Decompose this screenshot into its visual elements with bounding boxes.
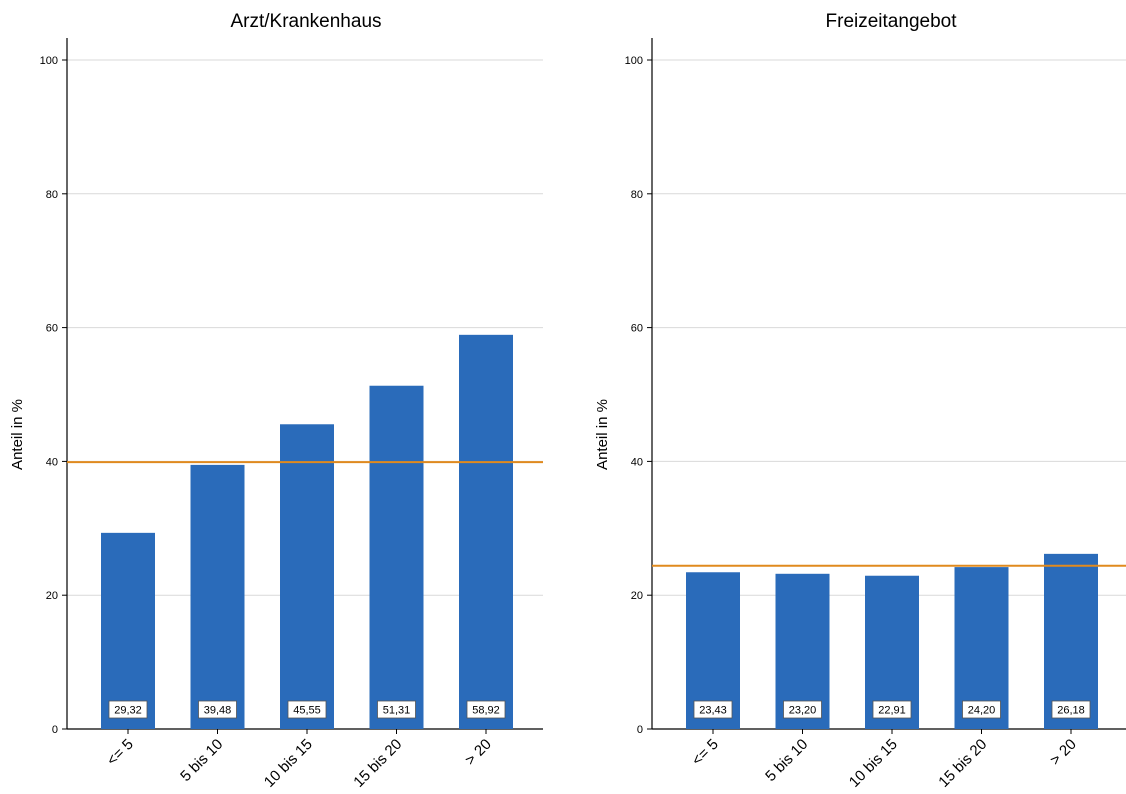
chart-panel-2: Freizeitangebot Anteil in % 0 20 40 60 80 100 23… (594, 11, 1126, 791)
y-tick-label: 60 (631, 323, 643, 335)
y-tick-label: 40 (631, 456, 643, 468)
y-tick-label: 40 (46, 456, 58, 468)
x-tick-label: 10 bis 15 (261, 736, 316, 789)
y-tick-label: 100 (625, 55, 643, 67)
y-tick-label: 100 (40, 55, 58, 67)
data-label-box (962, 700, 1001, 719)
data-label: 24,20 (968, 705, 996, 717)
data-label-box (108, 700, 148, 719)
y-tick-label: 0 (637, 724, 643, 736)
x-tick-label: 5 bis 10 (762, 736, 811, 785)
data-label-box (872, 700, 912, 719)
data-label: 22,91 (878, 705, 906, 717)
data-label-box (693, 700, 733, 719)
x-tick-label: 5 bis 10 (177, 736, 226, 785)
data-label: 45,55 (293, 705, 321, 717)
data-label: 29,32 (114, 705, 142, 717)
chart-title: Freizeitangebot (826, 11, 958, 32)
chart-title: Arzt/Krankenhaus (230, 11, 381, 32)
y-tick-label: 0 (52, 724, 58, 736)
y-axis-label: Anteil in % (594, 399, 611, 470)
data-label: 26,18 (1057, 705, 1085, 717)
chart-panel-1: Arzt/Krankenhaus Anteil in % 0 20 40 60 80 100 2… (9, 11, 543, 791)
x-tick-label: > 20 (1047, 736, 1080, 769)
y-axis-label: Anteil in % (9, 399, 26, 470)
data-label: 39,48 (204, 705, 232, 717)
bar (190, 464, 245, 729)
x-tick-label: <= 5 (689, 736, 722, 769)
x-tick-label: > 20 (462, 736, 495, 769)
data-label: 23,20 (789, 705, 817, 717)
y-tick-label: 60 (46, 323, 58, 335)
y-tick-label: 80 (631, 189, 643, 201)
bar (1044, 553, 1098, 729)
data-label-box (287, 700, 327, 719)
data-label-box (466, 700, 506, 719)
y-tick-label: 20 (631, 590, 643, 602)
y-tick-label: 20 (46, 590, 58, 602)
data-label-box (783, 700, 822, 719)
x-tick-label: 15 bis 20 (350, 736, 405, 789)
data-label-box (1051, 700, 1091, 719)
data-label-box (198, 700, 237, 719)
bar (369, 385, 424, 729)
x-tick-label: 10 bis 15 (846, 736, 901, 789)
bar (101, 532, 155, 729)
data-label-box (377, 700, 416, 719)
x-tick-label: 15 bis 20 (935, 736, 990, 789)
data-label: 51,31 (383, 705, 411, 717)
bar (459, 334, 513, 729)
bar (280, 424, 334, 729)
x-tick-label: <= 5 (104, 736, 137, 769)
y-tick-label: 80 (46, 189, 58, 201)
data-label: 58,92 (472, 705, 500, 717)
data-label: 23,43 (699, 705, 727, 717)
